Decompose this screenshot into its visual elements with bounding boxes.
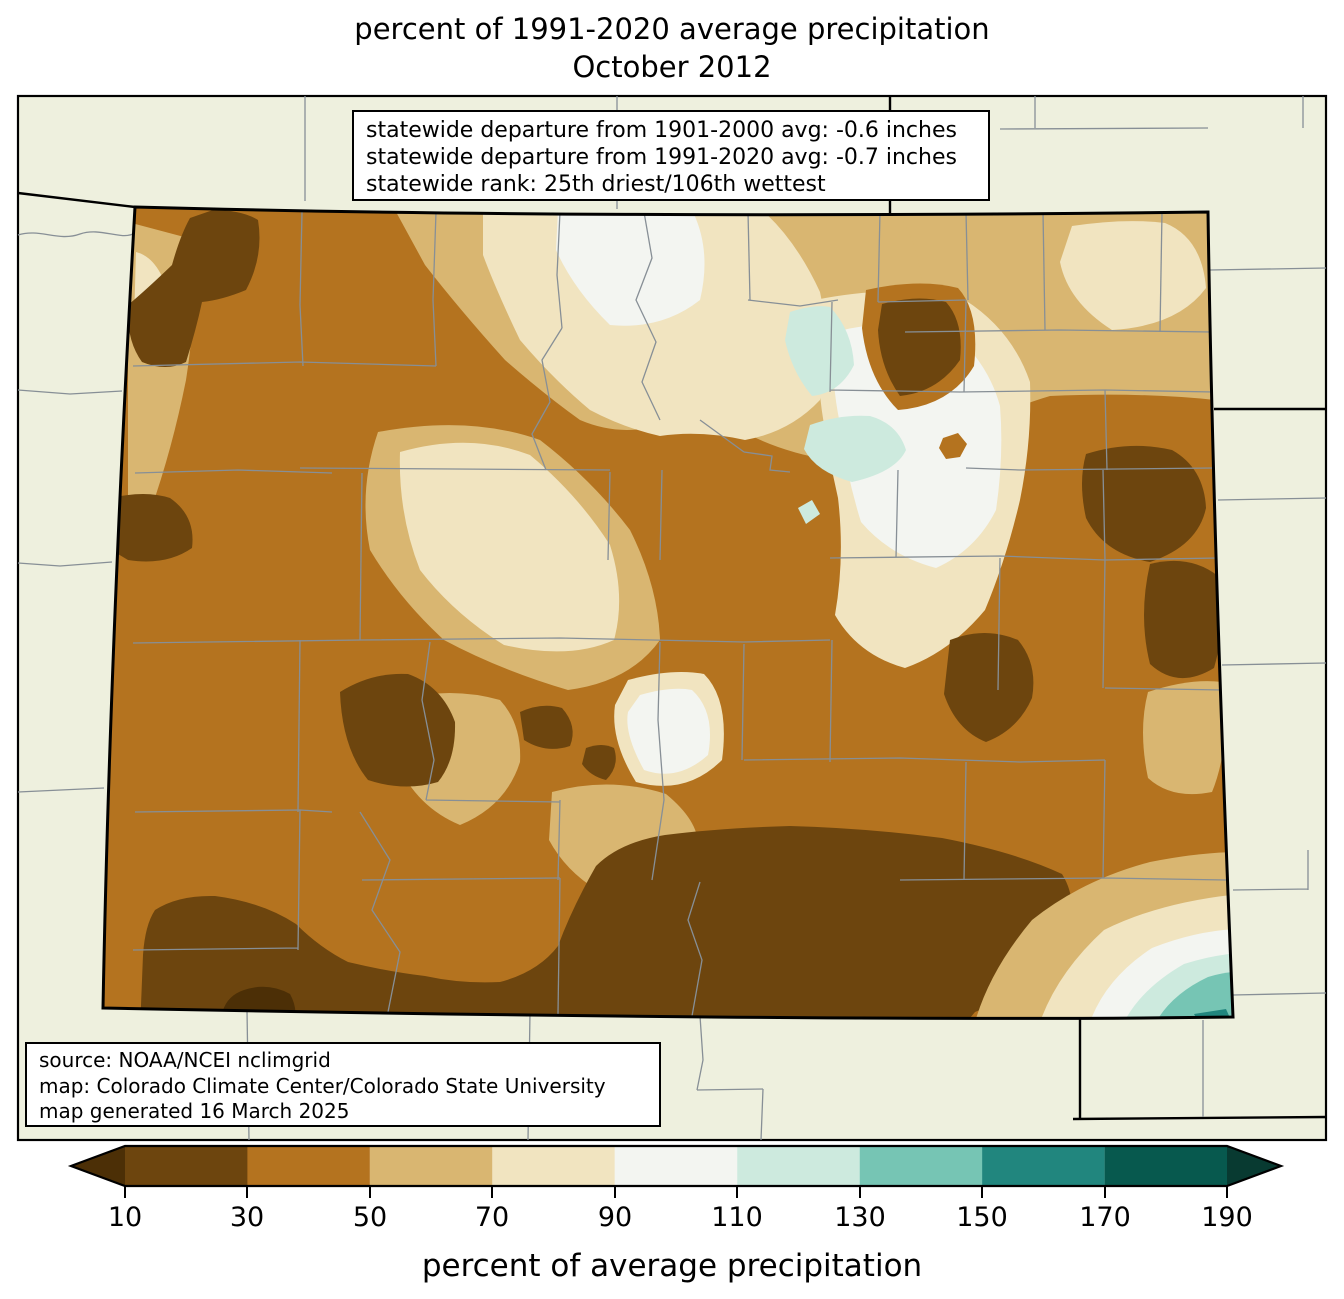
colorbar-caption: percent of average precipitation <box>421 1248 923 1284</box>
colorbar-tick-label: 70 <box>474 1202 510 1233</box>
source-line: source: NOAA/NCEI nclimgrid <box>39 1048 331 1072</box>
colorbar-tick-label: 30 <box>229 1202 265 1233</box>
colorado-state-border <box>101 205 1235 1020</box>
contour-bands <box>103 207 1233 1019</box>
colorbar-over-arrow <box>1227 1146 1281 1186</box>
colorbar-tick-label: 150 <box>956 1202 1008 1233</box>
map-credit-line: map: Colorado Climate Center/Colorado St… <box>39 1073 606 1098</box>
stats-line-departure-1901-2000: statewide departure from 1901-2000 avg: … <box>366 118 957 143</box>
colorbar-ticks <box>124 1186 1228 1198</box>
generated-date-line: map generated 16 March 2025 <box>39 1099 350 1123</box>
colorbar-tick-label: 110 <box>711 1202 763 1233</box>
colorbar-tick-label: 130 <box>834 1202 886 1233</box>
map-title-line2: October 2012 <box>572 50 772 84</box>
colorbar-tick-label: 90 <box>597 1202 633 1233</box>
colorbar-tick-label: 50 <box>352 1202 388 1233</box>
source-attribution-box: source: NOAA/NCEI nclimgrid map: Colorad… <box>25 1042 661 1127</box>
colorbar-tick-label: 10 <box>107 1202 143 1233</box>
colorbar <box>67 1144 1285 1198</box>
statewide-stats-box: statewide departure from 1901-2000 avg: … <box>352 110 990 201</box>
colorbar-tick-label: 190 <box>1201 1202 1253 1233</box>
map-axes <box>16 94 1328 1142</box>
stats-line-departure-1991-2020: statewide departure from 1991-2020 avg: … <box>366 145 957 170</box>
colorbar-tick-label: 170 <box>1079 1202 1131 1233</box>
colorbar-under-arrow <box>71 1146 125 1186</box>
colorado-county-lines <box>132 211 1227 1017</box>
stats-line-rank: statewide rank: 25th driest/106th wettes… <box>366 172 826 197</box>
map-title: percent of 1991-2020 average precipitati… <box>0 10 1344 86</box>
map-title-line1: percent of 1991-2020 average precipitati… <box>354 12 990 46</box>
